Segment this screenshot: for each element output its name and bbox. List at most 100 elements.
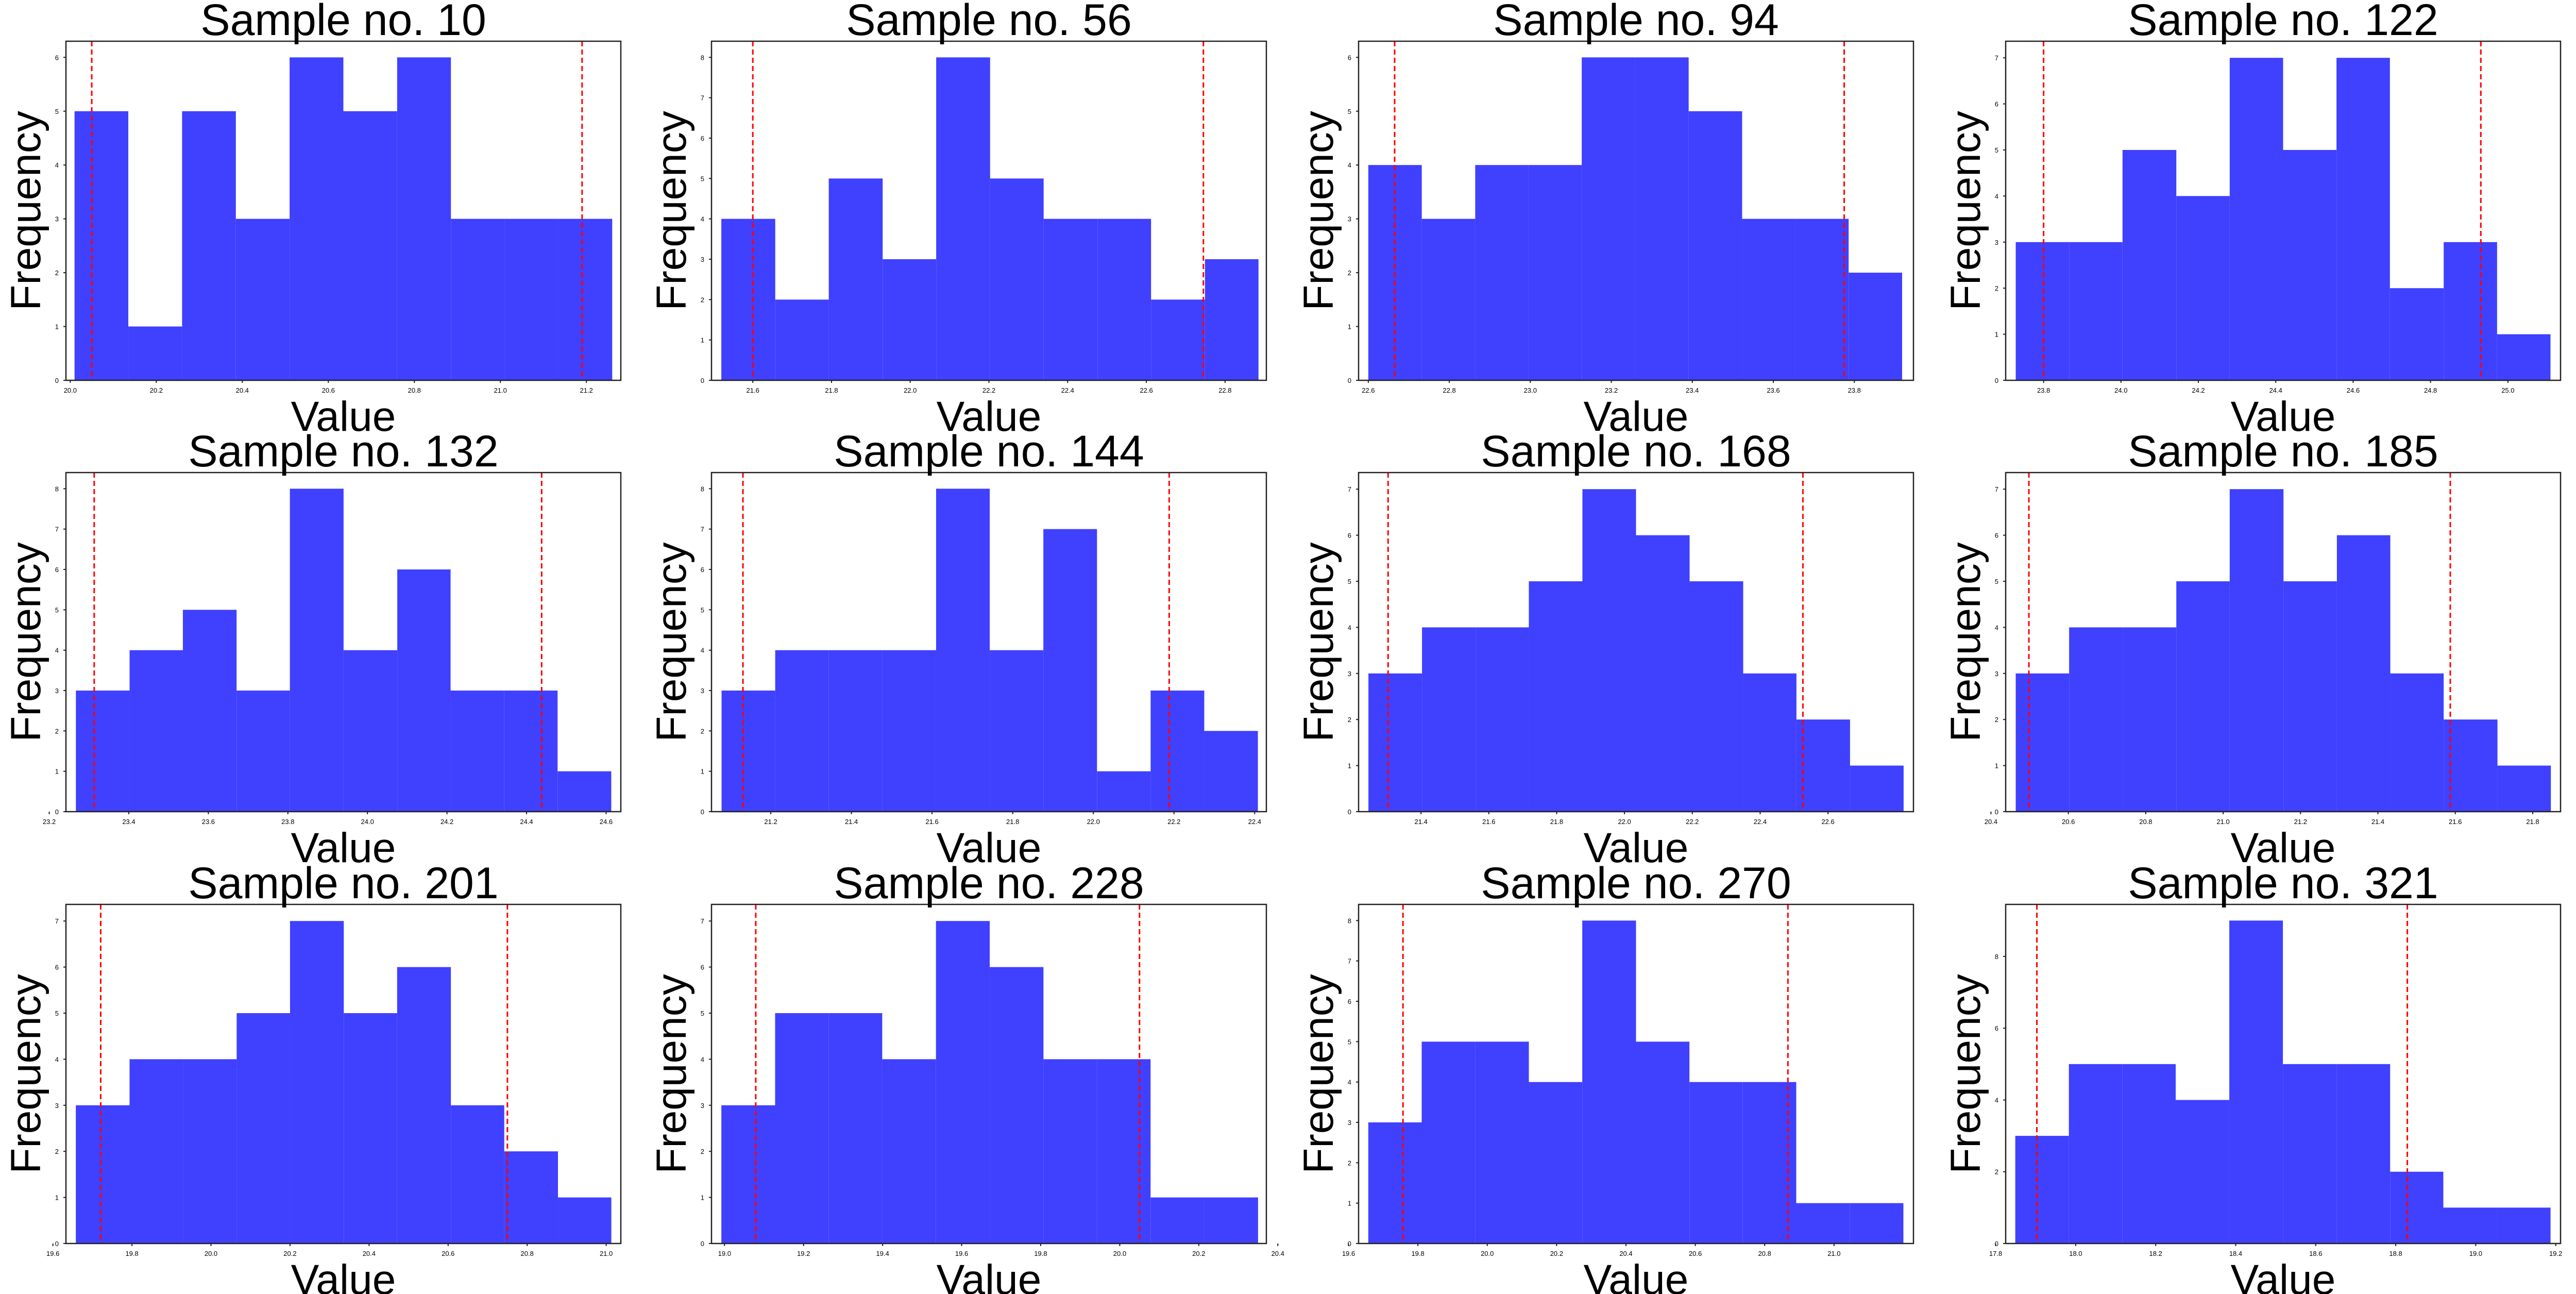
y-tick-label: 3 bbox=[1348, 1119, 1351, 1127]
y-tick-label: 0 bbox=[1995, 1240, 1998, 1248]
x-tick-label: 25.0 bbox=[2501, 386, 2514, 394]
y-axis-label: Frequency bbox=[1942, 111, 1989, 310]
x-tick-label: 19.8 bbox=[125, 1250, 138, 1257]
y-tick-label: 5 bbox=[701, 1010, 704, 1017]
y-axis-label: Frequency bbox=[3, 542, 49, 742]
x-tick-label: 20.4 bbox=[363, 1250, 376, 1257]
subplot-title: Sample no. 122 bbox=[2128, 0, 2438, 45]
histogram-bar bbox=[2176, 1100, 2230, 1243]
histogram-bar bbox=[2283, 149, 2337, 380]
x-tick-label: 20.0 bbox=[1113, 1250, 1126, 1257]
y-tick-label: 1 bbox=[1348, 762, 1351, 770]
x-tick-label: 18.4 bbox=[2229, 1250, 2242, 1257]
subplot-title: Sample no. 270 bbox=[1481, 859, 1791, 908]
y-tick-label: 4 bbox=[1348, 1079, 1351, 1086]
y-tick-label: 1 bbox=[1995, 331, 1998, 339]
histogram-bar bbox=[2336, 58, 2390, 380]
x-tick-label: 22.8 bbox=[1443, 386, 1455, 394]
histogram-bar bbox=[1043, 1059, 1097, 1243]
x-tick-label: 21.0 bbox=[2216, 818, 2229, 826]
histogram-bar bbox=[235, 219, 290, 380]
x-tick-label: 23.2 bbox=[43, 818, 56, 826]
y-tick-label: 3 bbox=[55, 687, 59, 695]
x-tick-label: 20.6 bbox=[442, 1250, 454, 1257]
histogram-bar bbox=[183, 1059, 237, 1243]
y-tick-label: 0 bbox=[1995, 808, 1998, 816]
y-tick-label: 7 bbox=[1348, 485, 1351, 493]
subplot: 19.6 19.8 20.0 20.2 20.4 20.6 20.8 21.0 0 1 2 3 4 5 6 7… bbox=[3, 859, 622, 1294]
x-tick-label: 21.4 bbox=[2371, 818, 2384, 826]
x-tick-label: 18.0 bbox=[2069, 1250, 2082, 1257]
histogram-bar bbox=[129, 650, 183, 812]
y-tick-label: 2 bbox=[701, 1148, 704, 1155]
x-tick-label: 21.4 bbox=[845, 818, 858, 826]
histogram-bar bbox=[1043, 529, 1097, 812]
x-axis-label: Value bbox=[1584, 1256, 1689, 1294]
histogram-bar bbox=[1205, 259, 1259, 380]
y-tick-label: 3 bbox=[1348, 215, 1351, 223]
y-tick-label: 1 bbox=[1348, 1200, 1351, 1207]
x-tick-label: 24.0 bbox=[2114, 386, 2127, 394]
y-tick-label: 4 bbox=[1995, 1096, 1998, 1104]
histogram-bar bbox=[1743, 673, 1797, 812]
y-tick-label: 5 bbox=[1348, 108, 1351, 115]
y-tick-label: 3 bbox=[701, 1102, 704, 1110]
histogram-bar bbox=[828, 178, 883, 380]
histogram-bar bbox=[828, 650, 883, 812]
y-tick-label: 3 bbox=[701, 687, 704, 695]
y-tick-label: 5 bbox=[701, 606, 704, 614]
x-tick-label: 20.6 bbox=[2062, 818, 2075, 826]
y-tick-label: 4 bbox=[701, 215, 704, 223]
y-tick-label: 7 bbox=[1348, 957, 1351, 965]
histogram-bar bbox=[397, 967, 451, 1243]
x-tick-label: 19.8 bbox=[1034, 1250, 1047, 1257]
x-tick-label: 20.4 bbox=[236, 386, 249, 394]
x-tick-label: 19.2 bbox=[797, 1250, 810, 1257]
x-axis-label: Value bbox=[1584, 393, 1689, 440]
histogram-bar bbox=[2389, 288, 2444, 380]
x-tick-label: 19.6 bbox=[46, 1250, 59, 1257]
histogram-bar bbox=[1475, 1041, 1529, 1243]
histogram-bar bbox=[1850, 765, 1904, 812]
y-tick-label: 5 bbox=[1348, 578, 1351, 585]
histogram-bar bbox=[2069, 242, 2123, 380]
histogram-bar bbox=[1528, 165, 1582, 380]
subplot: 22.6 22.8 23.0 23.2 23.4 23.6 23.8 0 1 2 3 4 5 6 Sampl… bbox=[1295, 0, 1914, 440]
y-tick-label: 8 bbox=[1995, 953, 1998, 961]
y-tick-label: 4 bbox=[1995, 624, 1998, 631]
histogram-bar bbox=[990, 650, 1044, 812]
histogram-bar bbox=[1368, 673, 1422, 812]
histogram-bar bbox=[2444, 719, 2498, 812]
histogram-bar bbox=[1204, 731, 1258, 812]
y-tick-label: 0 bbox=[1348, 1240, 1351, 1248]
x-tick-label: 21.6 bbox=[1482, 818, 1495, 826]
y-tick-label: 6 bbox=[701, 566, 704, 574]
histogram-bar bbox=[2123, 627, 2177, 812]
histogram-bar bbox=[2336, 1064, 2391, 1243]
x-tick-label: 18.2 bbox=[2149, 1250, 2162, 1257]
x-tick-label: 23.8 bbox=[2037, 386, 2050, 394]
histogram-bar bbox=[1582, 920, 1636, 1243]
subplot-title: Sample no. 168 bbox=[1481, 427, 1791, 476]
histogram-bar bbox=[936, 921, 990, 1243]
x-tick-label: 18.8 bbox=[2389, 1250, 2402, 1257]
subplot-title: Sample no. 144 bbox=[834, 427, 1144, 476]
y-tick-label: 3 bbox=[1995, 670, 1998, 678]
y-tick-label: 7 bbox=[1995, 54, 1998, 62]
histogram-bar bbox=[1850, 1203, 1904, 1243]
y-tick-label: 4 bbox=[1348, 161, 1351, 169]
histogram-bar bbox=[1529, 1082, 1583, 1243]
subplot: 21.2 21.4 21.6 21.8 22.0 22.2 22.4 0 1 2 3 4 5 6 7 8 Sam… bbox=[648, 427, 1267, 871]
y-axis-label: Frequency bbox=[648, 111, 695, 310]
histogram-bar bbox=[1742, 219, 1795, 380]
y-tick-label: 5 bbox=[1995, 146, 1998, 154]
subplot: 19.6 19.8 20.0 20.2 20.4 20.6 20.8 21.0 0 1 2 3 4 5 6 7… bbox=[1295, 859, 1914, 1294]
histogram-bar bbox=[1150, 691, 1205, 812]
histogram-bar bbox=[1097, 219, 1151, 380]
histogram-bar bbox=[2229, 58, 2283, 380]
y-tick-label: 6 bbox=[1348, 54, 1351, 61]
y-tick-label: 3 bbox=[1348, 670, 1351, 678]
x-tick-label: 24.4 bbox=[520, 818, 533, 826]
y-tick-label: 0 bbox=[55, 1240, 59, 1248]
